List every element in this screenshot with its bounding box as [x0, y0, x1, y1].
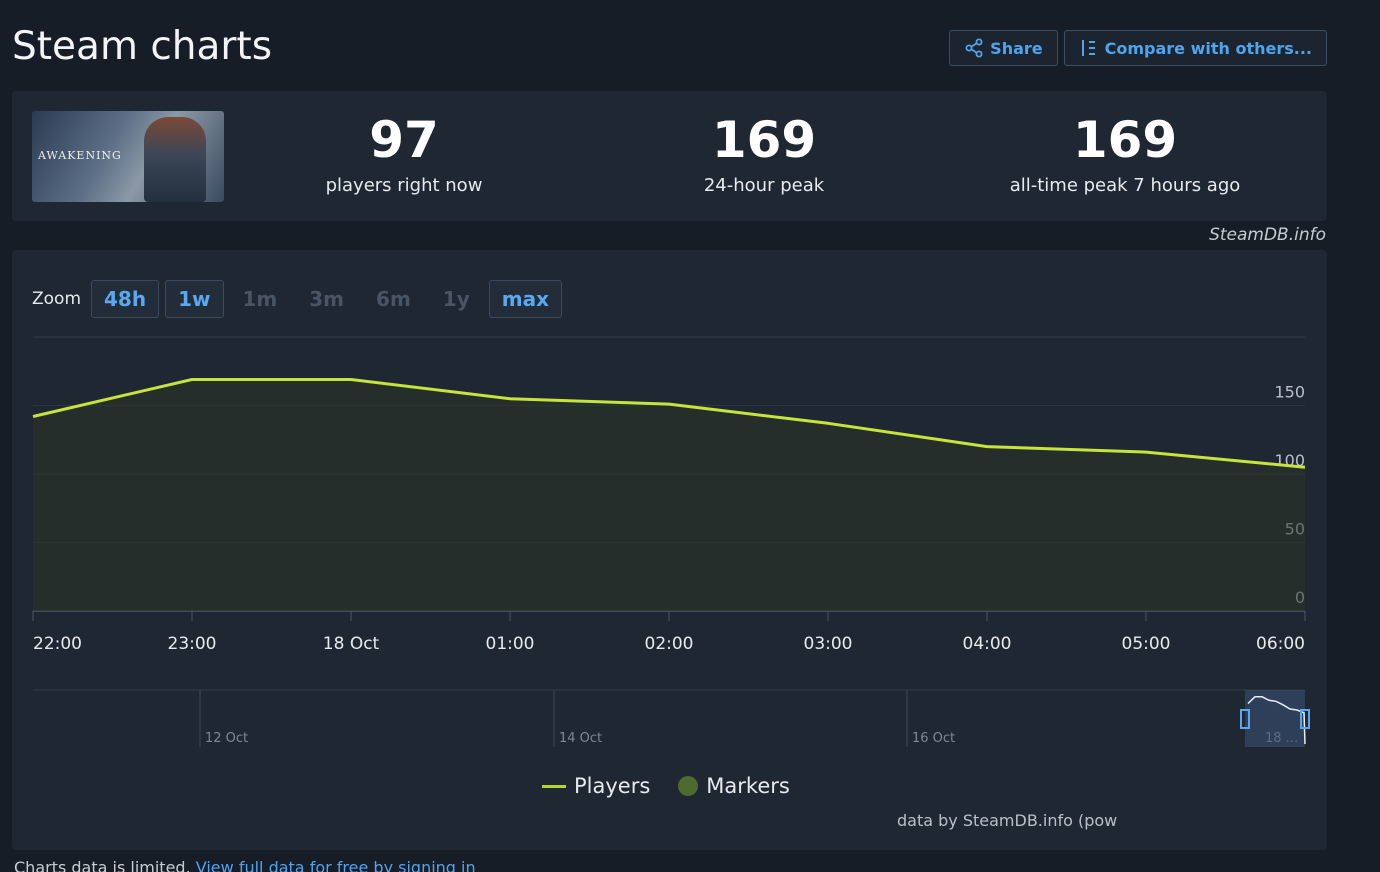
peak-all-time-label: all-time peak 7 hours ago: [1009, 175, 1241, 196]
footer-note-text: Charts data is limited.: [14, 858, 191, 872]
zoom-3m-button[interactable]: 3m: [309, 287, 345, 311]
zoom-6m-button[interactable]: 6m: [376, 287, 411, 311]
compare-icon: [1081, 40, 1095, 56]
thumbnail-character: [144, 117, 206, 202]
legend-markers-label: Markers: [706, 774, 790, 798]
legend-players[interactable]: Players: [542, 774, 650, 798]
legend-players-swatch: [542, 784, 566, 788]
legend-markers[interactable]: Markers: [678, 774, 790, 798]
stat-24h-peak: 169 24-hour peak: [604, 111, 924, 196]
zoom-max-button[interactable]: max: [488, 280, 562, 318]
navigator-label: 14 Oct: [559, 731, 602, 746]
chart-panel: Zoom 48h 1w 1m 3m 6m 1y max 05010015022:…: [12, 250, 1327, 850]
stat-all-time-peak: 169 all-time peak 7 hours ago: [965, 111, 1285, 196]
players-now-label: players right now: [325, 175, 483, 196]
navigator-left-handle[interactable]: [1240, 709, 1250, 729]
stat-players-now: 97 players right now: [244, 111, 564, 196]
navigator-right-handle[interactable]: [1300, 709, 1310, 729]
stats-panel: AWAKENING 97 players right now 169 24-ho…: [12, 91, 1327, 221]
zoom-1w-button[interactable]: 1w: [165, 280, 224, 318]
players-now-value: 97: [369, 111, 439, 169]
data-credit[interactable]: data by SteamDB.info (pow: [897, 811, 1118, 830]
share-icon: [965, 38, 983, 58]
navigator-selection[interactable]: [1245, 690, 1305, 747]
sign-in-link[interactable]: View full data for free by signing in: [195, 858, 476, 872]
peak-24h-value: 169: [711, 111, 817, 169]
x-tick-label: 22:00: [33, 634, 82, 654]
x-tick-label: 01:00: [486, 634, 535, 654]
compare-button[interactable]: Compare with others...: [1063, 30, 1327, 66]
players-area-fill: [33, 379, 1305, 611]
zoom-label: Zoom: [32, 289, 82, 309]
chart-legend: Players Markers: [542, 774, 790, 798]
share-label: Share: [990, 38, 1043, 58]
game-thumbnail[interactable]: AWAKENING: [32, 111, 224, 202]
page-title: Steam charts: [12, 24, 273, 69]
compare-label: Compare with others...: [1104, 38, 1312, 58]
thumbnail-logo-text: AWAKENING: [38, 149, 122, 162]
x-tick-label: 23:00: [168, 634, 217, 654]
zoom-48h-button[interactable]: 48h: [91, 280, 160, 318]
navigator-label: 16 Oct: [912, 731, 955, 746]
x-tick-label: 03:00: [804, 634, 853, 654]
zoom-controls: Zoom 48h 1w 1m 3m 6m 1y max: [32, 280, 562, 318]
source-credit[interactable]: SteamDB.info: [1209, 225, 1326, 245]
zoom-1m-button[interactable]: 1m: [242, 287, 278, 311]
x-tick-label: 04:00: [963, 634, 1012, 654]
share-button[interactable]: Share: [949, 30, 1058, 66]
zoom-1y-button[interactable]: 1y: [442, 287, 470, 311]
y-tick-label: 150: [1274, 383, 1305, 402]
peak-24h-label: 24-hour peak: [703, 175, 825, 196]
header-actions: Share Compare with others...: [949, 30, 1327, 66]
footer-note: Charts data is limited. View full data f…: [14, 858, 476, 872]
x-tick-label: 02:00: [645, 634, 694, 654]
x-tick-label: 06:00: [1256, 634, 1305, 654]
legend-players-label: Players: [574, 774, 651, 798]
navigator-label: 12 Oct: [205, 731, 248, 746]
legend-markers-swatch: [678, 776, 699, 796]
x-tick-label: 18 Oct: [323, 634, 380, 654]
peak-all-time-value: 169: [1072, 111, 1178, 169]
x-tick-label: 05:00: [1122, 634, 1171, 654]
